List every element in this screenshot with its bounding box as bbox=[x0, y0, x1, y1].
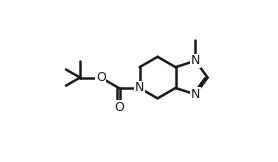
Text: O: O bbox=[114, 101, 124, 114]
Text: N: N bbox=[191, 88, 200, 101]
Text: O: O bbox=[96, 71, 106, 84]
Text: N: N bbox=[191, 54, 200, 67]
Text: N: N bbox=[135, 81, 144, 94]
